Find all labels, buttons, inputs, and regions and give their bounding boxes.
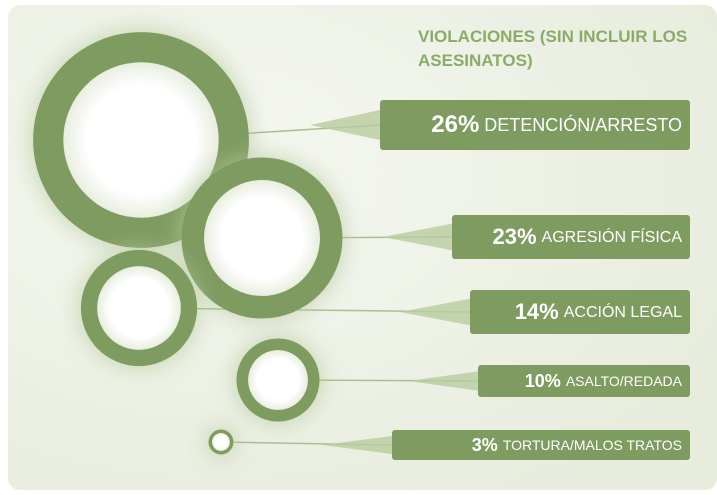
label: 10% ASALTO/REDADA xyxy=(525,371,683,391)
label-box xyxy=(380,100,690,150)
connector-tip xyxy=(382,223,452,251)
label-box xyxy=(478,365,690,397)
value-label: 14% xyxy=(515,299,559,324)
category-label: ACCIÓN LEGAL xyxy=(564,302,682,321)
label: 23% AGRESIÓN FÍSICA xyxy=(492,224,682,249)
chart-title: VIOLACIONES (SIN INCLUIR LOS ASESINATOS) xyxy=(418,27,687,70)
category-label: ASALTO/REDADA xyxy=(566,373,683,389)
connector-tip xyxy=(400,298,470,326)
connector-tip xyxy=(322,436,392,454)
label-box xyxy=(452,215,690,259)
label: 3% TORTURA/MALOS TRATOS xyxy=(472,435,682,455)
label: 14% ACCIÓN LEGAL xyxy=(515,299,682,324)
value-label: 26% xyxy=(431,111,479,138)
bubble-inner xyxy=(212,433,230,451)
category-label: DETENCIÓN/ARRESTO xyxy=(484,114,682,135)
value-label: 23% xyxy=(492,224,536,249)
label: 26% DETENCIÓN/ARRESTO xyxy=(431,111,682,138)
label-box xyxy=(470,290,690,334)
label-box xyxy=(392,430,690,460)
connector-tip xyxy=(310,110,380,140)
bubble-inner xyxy=(248,350,308,410)
bubble-inner xyxy=(97,266,181,350)
bubble-inner xyxy=(63,62,219,218)
value-label: 10% xyxy=(525,371,561,391)
bubble-inner xyxy=(204,180,320,296)
category-label: TORTURA/MALOS TRATOS xyxy=(503,437,682,453)
connector-tip xyxy=(408,371,478,391)
value-label: 3% xyxy=(472,435,498,455)
category-label: AGRESIÓN FÍSICA xyxy=(542,227,683,246)
